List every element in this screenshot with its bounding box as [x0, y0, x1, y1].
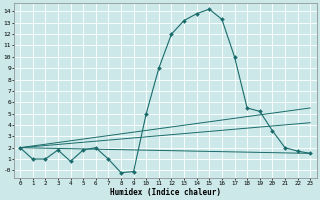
X-axis label: Humidex (Indice chaleur): Humidex (Indice chaleur): [110, 188, 220, 197]
